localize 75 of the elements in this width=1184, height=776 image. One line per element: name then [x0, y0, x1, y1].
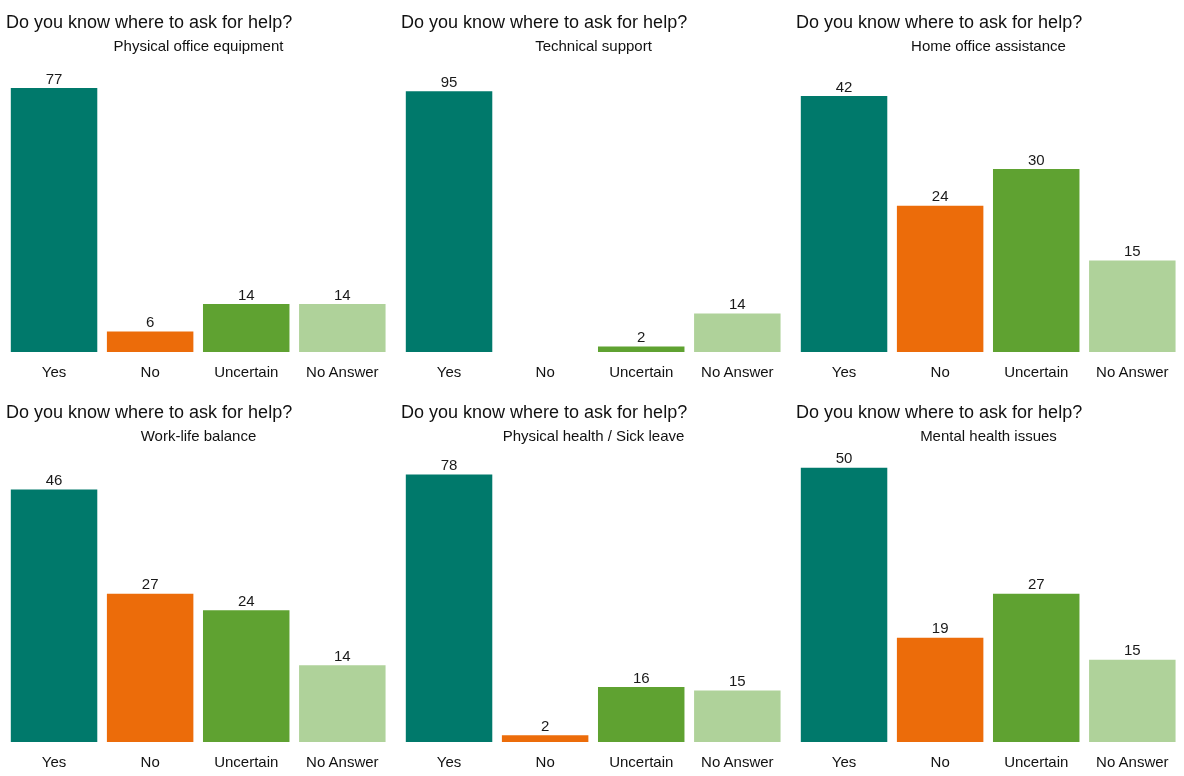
x-tick-label: No Answer: [1096, 753, 1169, 771]
x-tick-label: No: [535, 363, 555, 381]
data-label: 14: [333, 646, 351, 664]
data-label: 46: [45, 471, 63, 489]
chart-title: Do you know where to ask for help?: [796, 401, 1083, 422]
bar: [1089, 260, 1176, 352]
x-tick-label: No Answer: [1096, 363, 1169, 381]
x-tick-label: No: [535, 753, 555, 771]
bar: [597, 687, 685, 742]
data-label: 2: [637, 328, 646, 346]
chart-subtitle: Physical office equipment: [113, 36, 285, 54]
data-label: 95: [440, 72, 458, 90]
x-tick-label: Yes: [41, 363, 67, 381]
data-label: 2: [540, 716, 550, 734]
data-label: 27: [141, 575, 159, 593]
data-label: 6: [145, 313, 155, 331]
data-label: 30: [1027, 150, 1045, 168]
data-label: 15: [1123, 641, 1141, 659]
data-label: 27: [1027, 575, 1045, 593]
bar: [800, 95, 888, 352]
bar: [405, 474, 493, 742]
chart-subtitle: Physical health / Sick leave: [502, 426, 685, 444]
chart-title: Do you know where to ask for help?: [796, 11, 1083, 32]
x-tick-label: No: [140, 753, 160, 771]
chart-subtitle: Mental health issues: [920, 426, 1057, 444]
x-tick-label: No Answer: [701, 363, 774, 381]
data-label: 15: [728, 672, 746, 690]
bar: [299, 665, 386, 742]
x-tick-label: No Answer: [306, 753, 379, 771]
chart-title: Do you know where to ask for help?: [401, 11, 688, 32]
data-label: 15: [1123, 242, 1141, 260]
data-label: 24: [931, 187, 949, 205]
chart-title: Do you know where to ask for help?: [6, 401, 293, 422]
x-tick-label: No: [930, 753, 950, 771]
bar: [202, 610, 290, 742]
chart-subtitle: Technical support: [535, 36, 653, 54]
bar: [1089, 659, 1176, 742]
x-tick-label: Yes: [831, 753, 857, 771]
data-label: 50: [835, 449, 853, 467]
bar: [896, 205, 984, 352]
bar: [106, 593, 194, 742]
data-label: 14: [728, 295, 746, 313]
data-label: 16: [632, 668, 650, 686]
x-tick-label: Uncertain: [1004, 363, 1069, 381]
x-tick-label: No Answer: [306, 363, 379, 381]
x-tick-label: Yes: [831, 363, 857, 381]
bar: [694, 690, 781, 742]
data-label: 19: [931, 619, 949, 637]
chart-subtitle: Work-life balance: [140, 426, 257, 444]
x-tick-label: Uncertain: [609, 753, 674, 771]
bar: [992, 593, 1080, 742]
x-tick-label: Uncertain: [1004, 753, 1069, 771]
x-tick-label: Yes: [436, 363, 462, 381]
x-tick-label: No: [930, 363, 950, 381]
bar: [10, 489, 98, 742]
data-label: 78: [440, 456, 458, 474]
data-label: 24: [237, 591, 255, 609]
x-tick-label: Uncertain: [214, 363, 279, 381]
bar: [992, 169, 1080, 352]
chart-subtitle: Home office assistance: [911, 36, 1066, 54]
x-tick-label: Uncertain: [214, 753, 279, 771]
x-tick-label: Yes: [41, 753, 67, 771]
x-tick-label: Yes: [436, 753, 462, 771]
data-label: 77: [45, 69, 63, 87]
bar: [501, 735, 589, 742]
bar: [800, 467, 888, 742]
x-tick-label: No: [140, 363, 160, 381]
data-label: 14: [333, 285, 351, 303]
x-tick-label: Uncertain: [609, 363, 674, 381]
bar: [896, 637, 984, 742]
chart-title: Do you know where to ask for help?: [401, 401, 688, 422]
chart-title: Do you know where to ask for help?: [6, 11, 293, 32]
data-label: 14: [237, 285, 255, 303]
x-tick-label: No Answer: [701, 753, 774, 771]
data-label: 42: [835, 77, 853, 95]
